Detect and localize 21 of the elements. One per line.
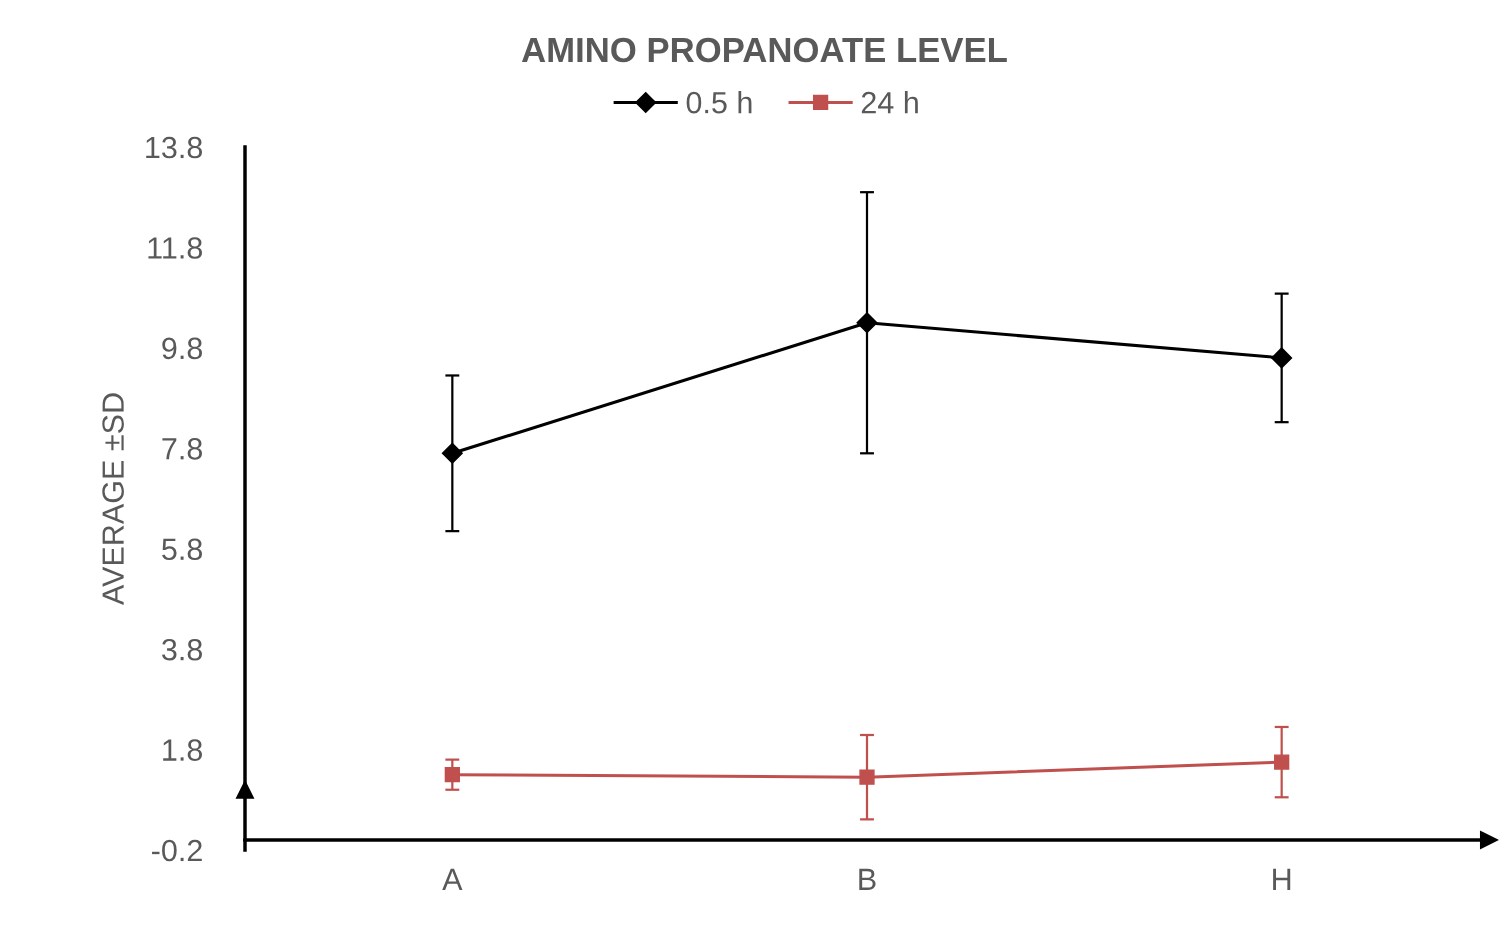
y-tick-label: 13.8	[146, 136, 203, 159]
legend-label: 24 h	[861, 91, 918, 114]
legend-label: 0.5 h	[686, 91, 752, 114]
point	[444, 767, 460, 783]
y-tick-label: 1.8	[163, 739, 203, 761]
x-tick-label: B	[859, 868, 876, 890]
y-tick-label: 7.8	[162, 438, 203, 460]
x-tick-label: A	[442, 868, 463, 890]
point	[1274, 754, 1290, 770]
y-tick-label: -0.2	[152, 839, 202, 862]
point	[856, 312, 878, 334]
point	[1271, 347, 1293, 369]
point	[441, 442, 463, 464]
y-tick-label: 9.8	[162, 337, 203, 360]
y-tick-label: 11.8	[148, 237, 203, 259]
x-tick-label: H	[1273, 868, 1291, 890]
y-tick-label: 5.8	[162, 538, 203, 561]
point	[859, 769, 875, 785]
y-tick-label: 3.8	[162, 638, 203, 661]
y-axis-title: AVERAGE ±SD	[102, 393, 124, 606]
chart-title: AMINO PROPANOATE LEVEL	[521, 37, 1007, 63]
